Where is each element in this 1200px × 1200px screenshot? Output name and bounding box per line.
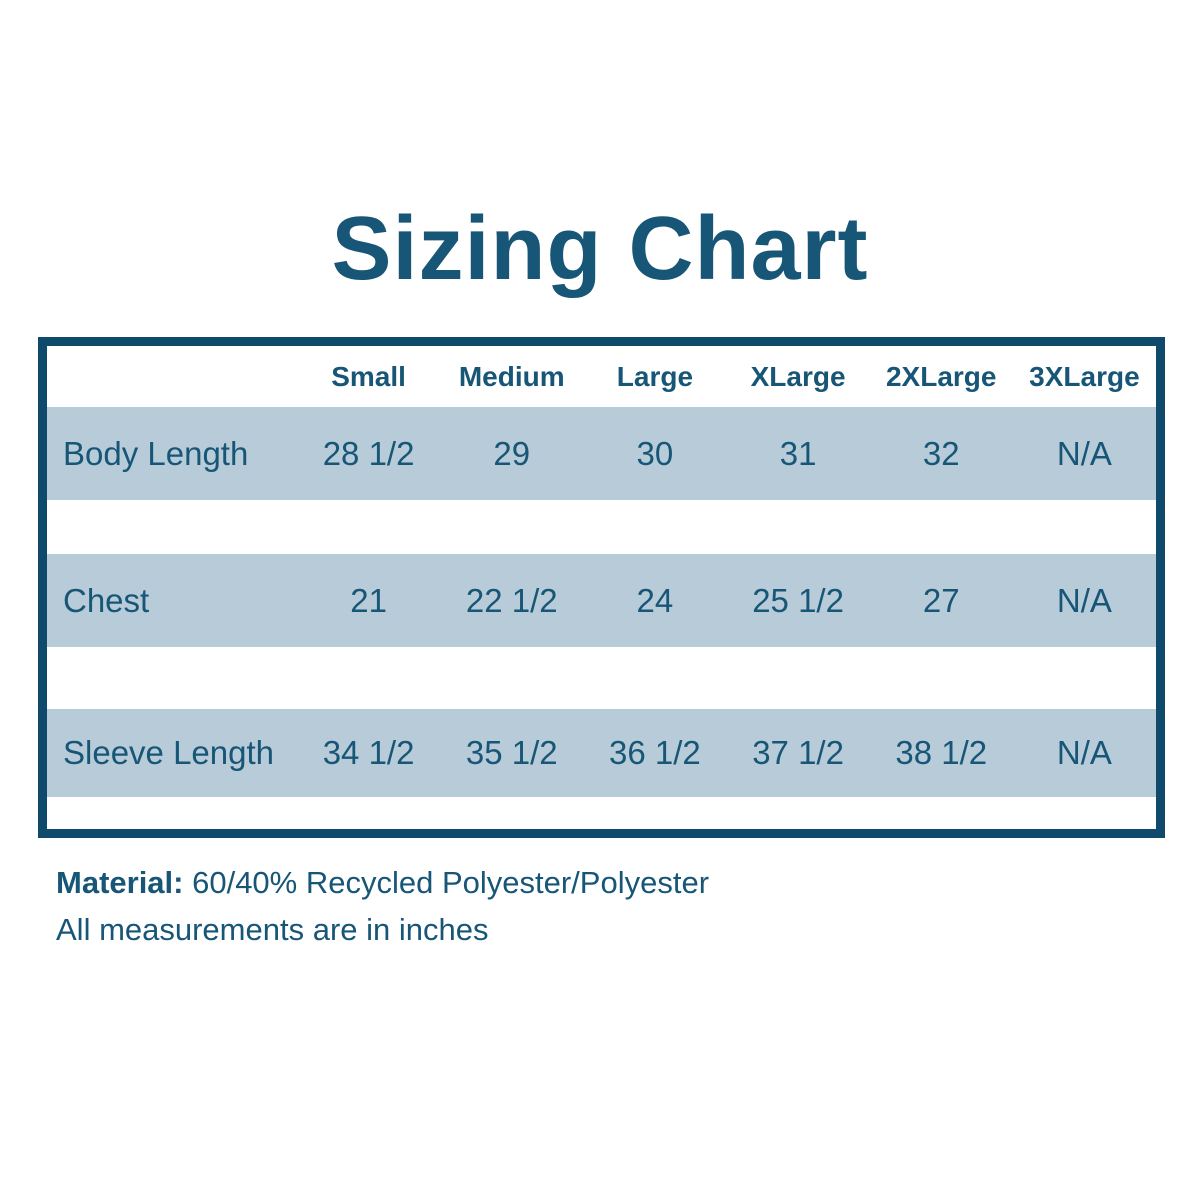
row-divider: [47, 500, 1156, 554]
size-cell: 36 1/2: [609, 734, 701, 771]
size-cell: 22 1/2: [465, 581, 558, 619]
table-row-body-length: Body Length 28 1/2 29 30 31 32 N/A: [47, 407, 1156, 500]
table-row-chest: Chest 21 22 1/2 24 25 1/2 27 N/A: [47, 554, 1156, 647]
column-header-xlarge: XLarge: [750, 360, 846, 392]
size-cell: N/A: [1056, 581, 1112, 619]
row-label-body-length: Body Length: [63, 434, 249, 472]
column-header-medium: Medium: [458, 360, 565, 392]
footnotes: Material: 60/40% Recycled Polyester/Poly…: [56, 860, 709, 953]
size-cell: 37 1/2: [752, 734, 844, 771]
material-value: 60/40% Recycled Polyester/Polyester: [183, 865, 710, 900]
measurements-note: All measurements are in inches: [56, 911, 489, 947]
size-cell: N/A: [1056, 434, 1112, 472]
size-cell: 21: [350, 581, 387, 619]
table-header-row: Small Medium Large XLarge 2XLarge 3XLarg…: [47, 346, 1156, 407]
row-divider: [47, 647, 1156, 709]
column-header-small: Small: [331, 360, 406, 392]
size-cell: 31: [779, 434, 817, 472]
material-label: Material:: [56, 865, 184, 900]
sizing-table: Small Medium Large XLarge 2XLarge 3XLarg…: [38, 337, 1165, 838]
page-title: Sizing Chart: [331, 199, 869, 299]
size-cell: 25 1/2: [752, 581, 844, 619]
row-label-chest: Chest: [63, 581, 150, 619]
size-cell: 29: [493, 434, 531, 472]
size-cell: 35 1/2: [465, 734, 558, 771]
size-cell: N/A: [1056, 734, 1112, 771]
size-cell: 32: [922, 434, 960, 472]
size-cell: 27: [922, 581, 960, 619]
size-cell: 28 1/2: [322, 434, 415, 472]
column-header-large: Large: [616, 360, 694, 392]
row-label-sleeve-length: Sleeve Length: [63, 734, 275, 771]
size-cell: 34 1/2: [322, 734, 415, 771]
column-header-2xlarge: 2XLarge: [885, 360, 997, 392]
material-note: Material: 60/40% Recycled Polyester/Poly…: [56, 860, 709, 907]
table-row-sleeve-length: Sleeve Length 34 1/2 35 1/2 36 1/2 37 1/…: [47, 709, 1156, 797]
size-cell: 30: [636, 434, 674, 472]
column-header-3xlarge: 3XLarge: [1029, 360, 1140, 392]
size-cell: 38 1/2: [895, 734, 988, 771]
size-cell: 24: [636, 581, 674, 619]
